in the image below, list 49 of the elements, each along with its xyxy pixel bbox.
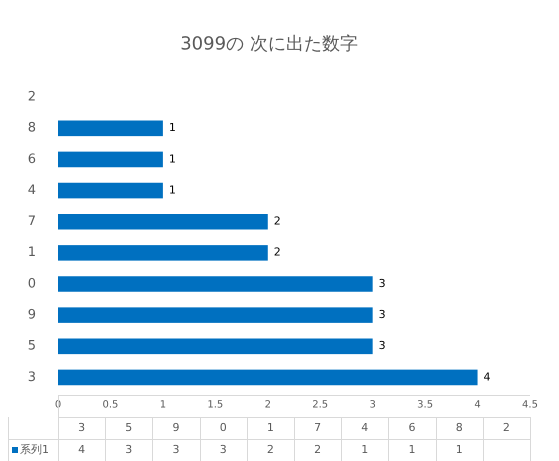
x-tick-label: 1.5: [207, 400, 224, 411]
category-label: 6: [408, 420, 416, 434]
category-label: 4: [361, 420, 368, 434]
y-tick-label: 5: [28, 338, 36, 354]
category-label: 4: [78, 442, 86, 456]
data-label: 4: [484, 370, 491, 384]
x-tick-label: 1: [160, 400, 166, 411]
category-label: 2: [266, 442, 274, 456]
data-label: 3: [378, 339, 386, 352]
data-label: 1: [168, 152, 176, 166]
category-label: 1: [408, 442, 416, 456]
data-label: 2: [274, 246, 281, 259]
category-label: 2: [502, 420, 510, 434]
data-label: 2: [274, 214, 281, 228]
x-tick-label: 3.5: [417, 400, 434, 411]
x-tick-label: 2.5: [312, 400, 328, 411]
category-label: 0: [220, 420, 227, 434]
y-tick-label: 3: [28, 370, 36, 385]
x-tick-label: 4.5: [522, 400, 538, 411]
category-label: 1: [361, 442, 368, 456]
data-label: 1: [168, 183, 176, 196]
y-tick-label: 6: [28, 152, 36, 167]
category-label: 3: [78, 420, 86, 434]
data-label: 1: [168, 121, 176, 134]
chart-title: 3099の 次に出た数字: [180, 33, 358, 54]
y-tick-label: 9: [28, 308, 36, 323]
x-tick-label: 3: [369, 400, 376, 411]
category-label: 8: [456, 420, 463, 434]
category-label: 5: [125, 420, 132, 434]
category-label: 1: [266, 420, 274, 434]
y-tick-label: 1: [28, 245, 36, 260]
y-tick-label: 0: [28, 276, 36, 292]
category-label: 1: [456, 442, 463, 456]
x-tick-label: 0.5: [102, 400, 118, 411]
category-label: 7: [314, 420, 322, 434]
x-tick-label: 2: [264, 400, 271, 411]
legend-label: 系列1: [20, 442, 49, 456]
category-label: 3: [125, 442, 132, 456]
category-label: 3: [172, 442, 180, 456]
y-tick-label: 8: [28, 120, 36, 136]
data-label: 3: [378, 276, 386, 290]
y-tick-label: 2: [28, 90, 36, 105]
x-tick-label: 4: [474, 400, 481, 411]
category-label: 3: [220, 442, 227, 456]
data-label: 3: [378, 308, 386, 322]
category-label: 9: [172, 420, 180, 434]
y-tick-label: 4: [28, 182, 36, 198]
y-tick-label: 7: [28, 214, 36, 230]
category-label: 2: [314, 442, 322, 456]
